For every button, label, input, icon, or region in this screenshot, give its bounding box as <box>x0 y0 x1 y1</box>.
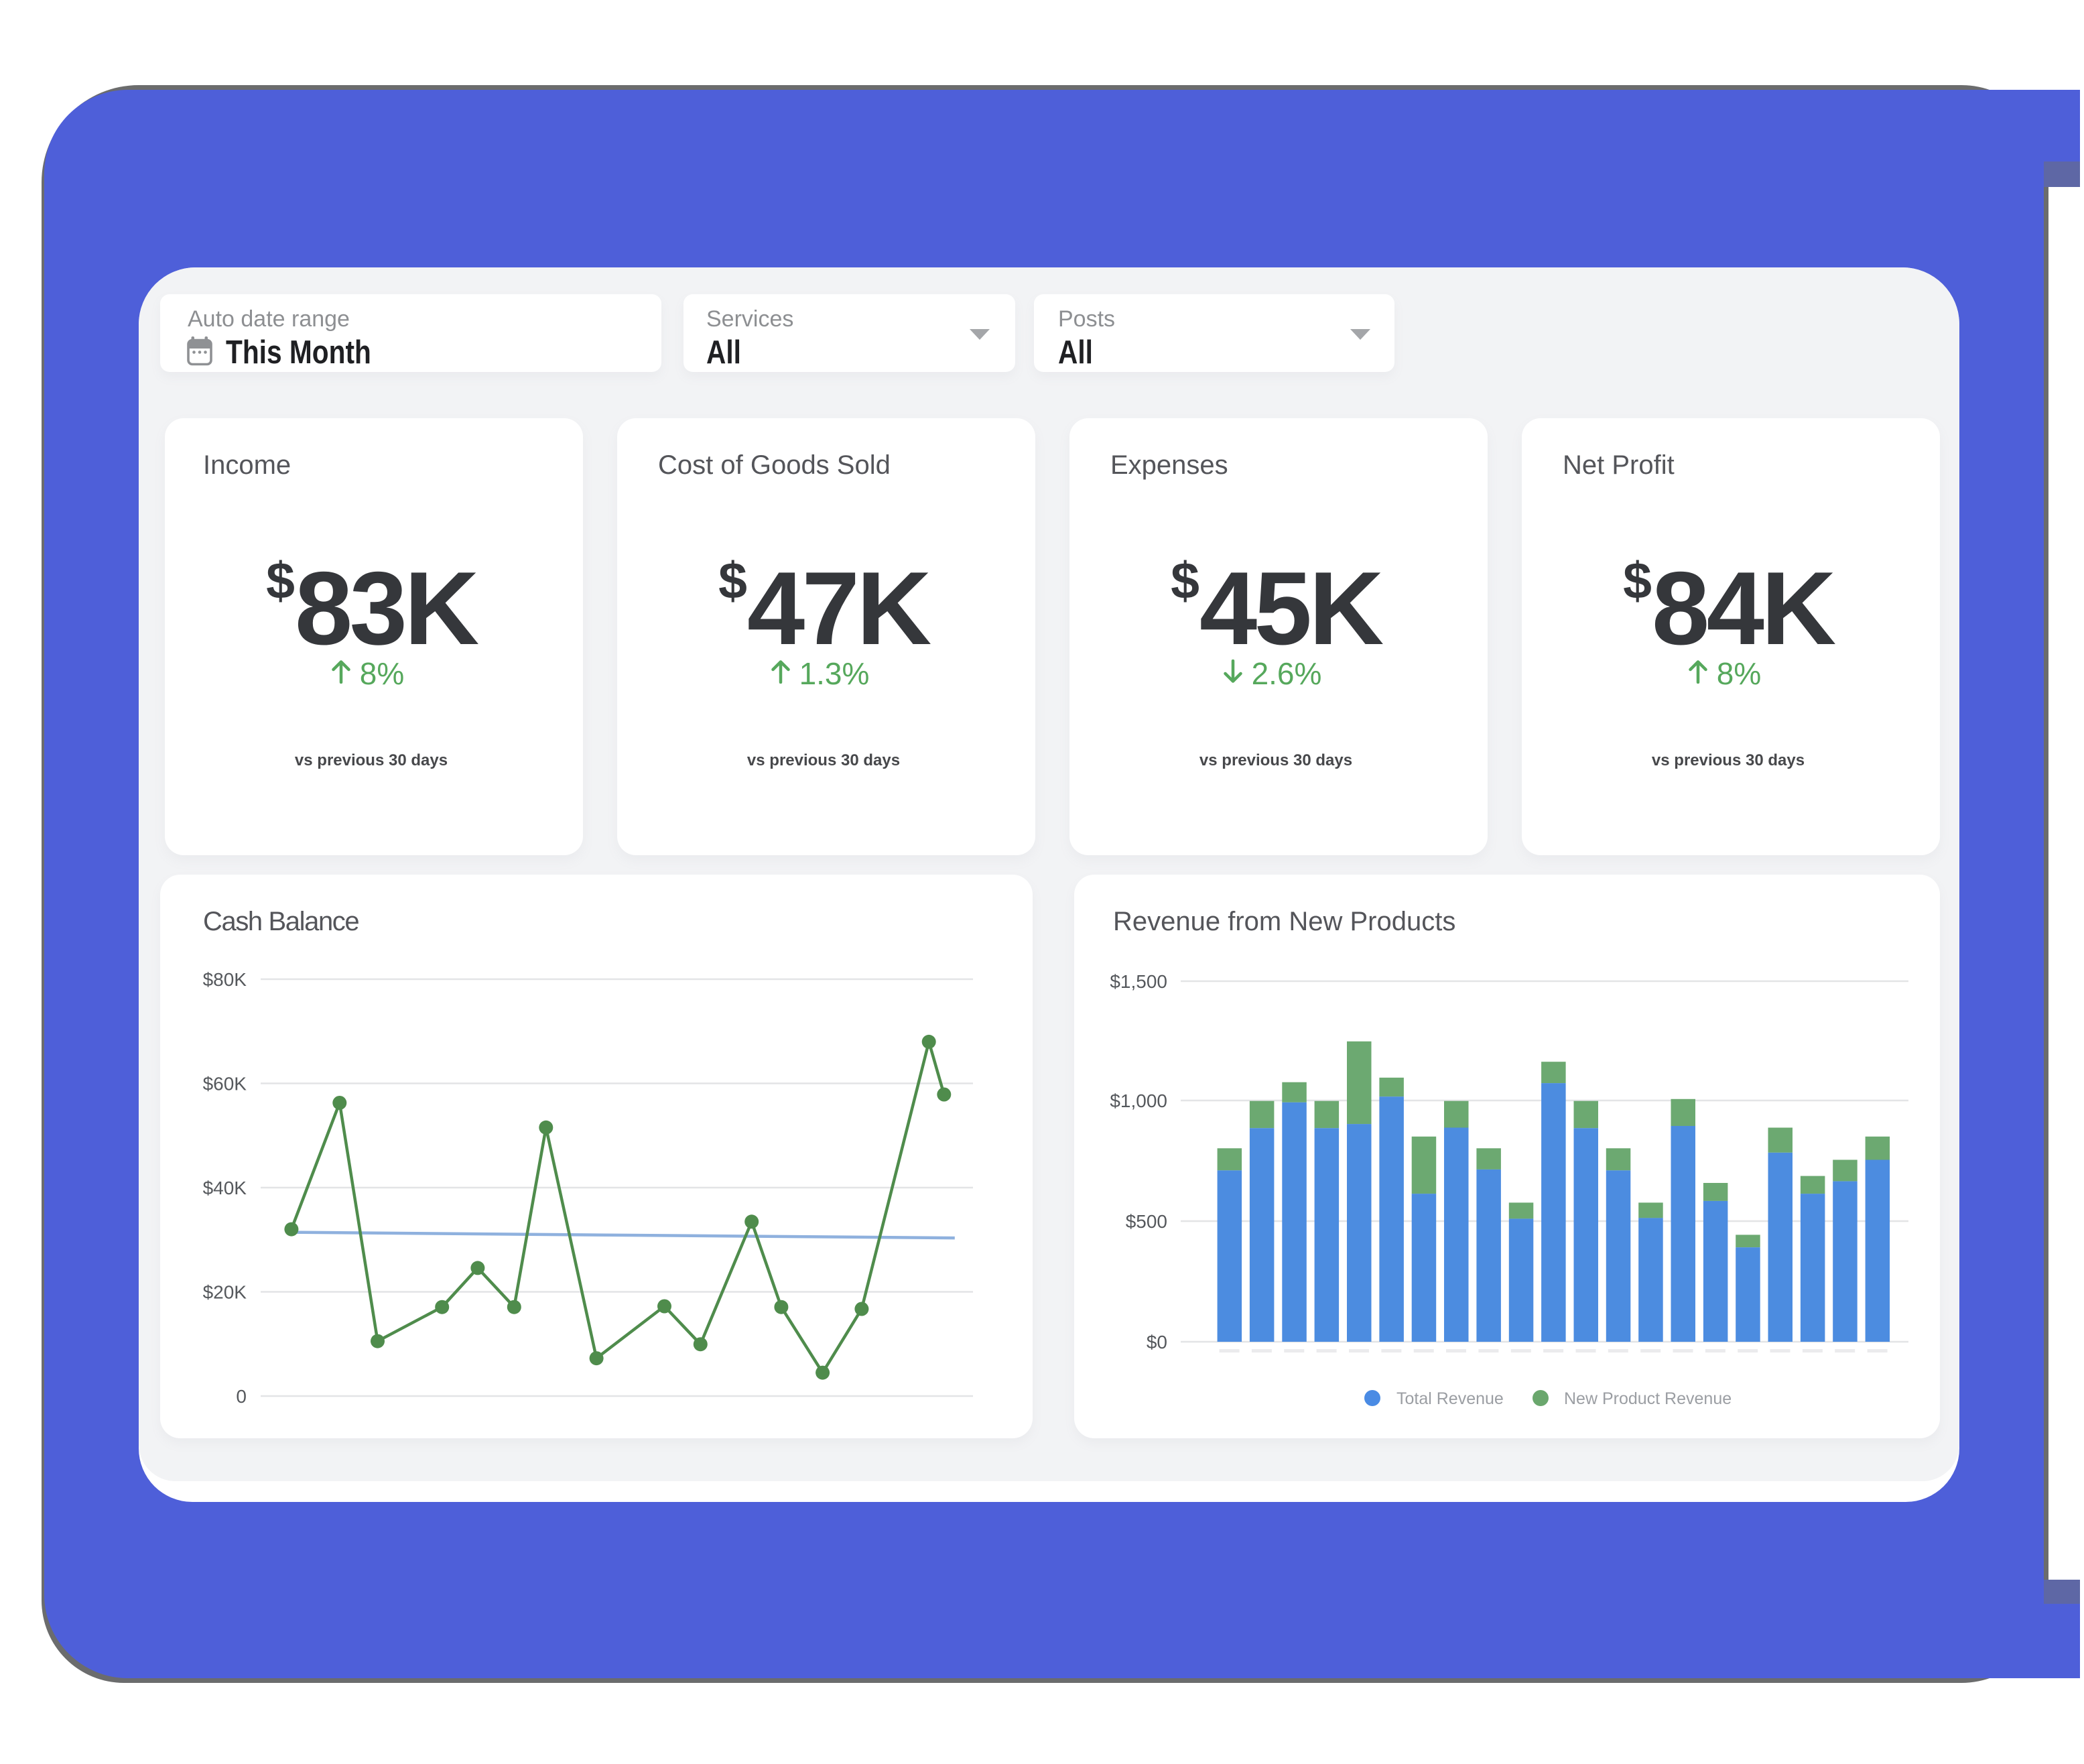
svg-text:New Product Revenue: New Product Revenue <box>1564 1389 1732 1408</box>
svg-text:$20K: $20K <box>203 1282 247 1303</box>
svg-text:Revenue from New Products: Revenue from New Products <box>1113 907 1455 936</box>
svg-text:$60K: $60K <box>203 1074 247 1094</box>
svg-text:0: 0 <box>236 1386 247 1407</box>
svg-text:$80K: $80K <box>203 969 247 990</box>
svg-text:$0: $0 <box>1147 1332 1167 1352</box>
svg-text:$1,000: $1,000 <box>1110 1090 1167 1111</box>
svg-text:$1,500: $1,500 <box>1110 971 1167 992</box>
svg-text:$500: $500 <box>1126 1211 1167 1232</box>
svg-text:$40K: $40K <box>203 1178 247 1198</box>
svg-text:Cash Balance: Cash Balance <box>203 907 359 936</box>
svg-text:Total Revenue: Total Revenue <box>1396 1389 1504 1408</box>
